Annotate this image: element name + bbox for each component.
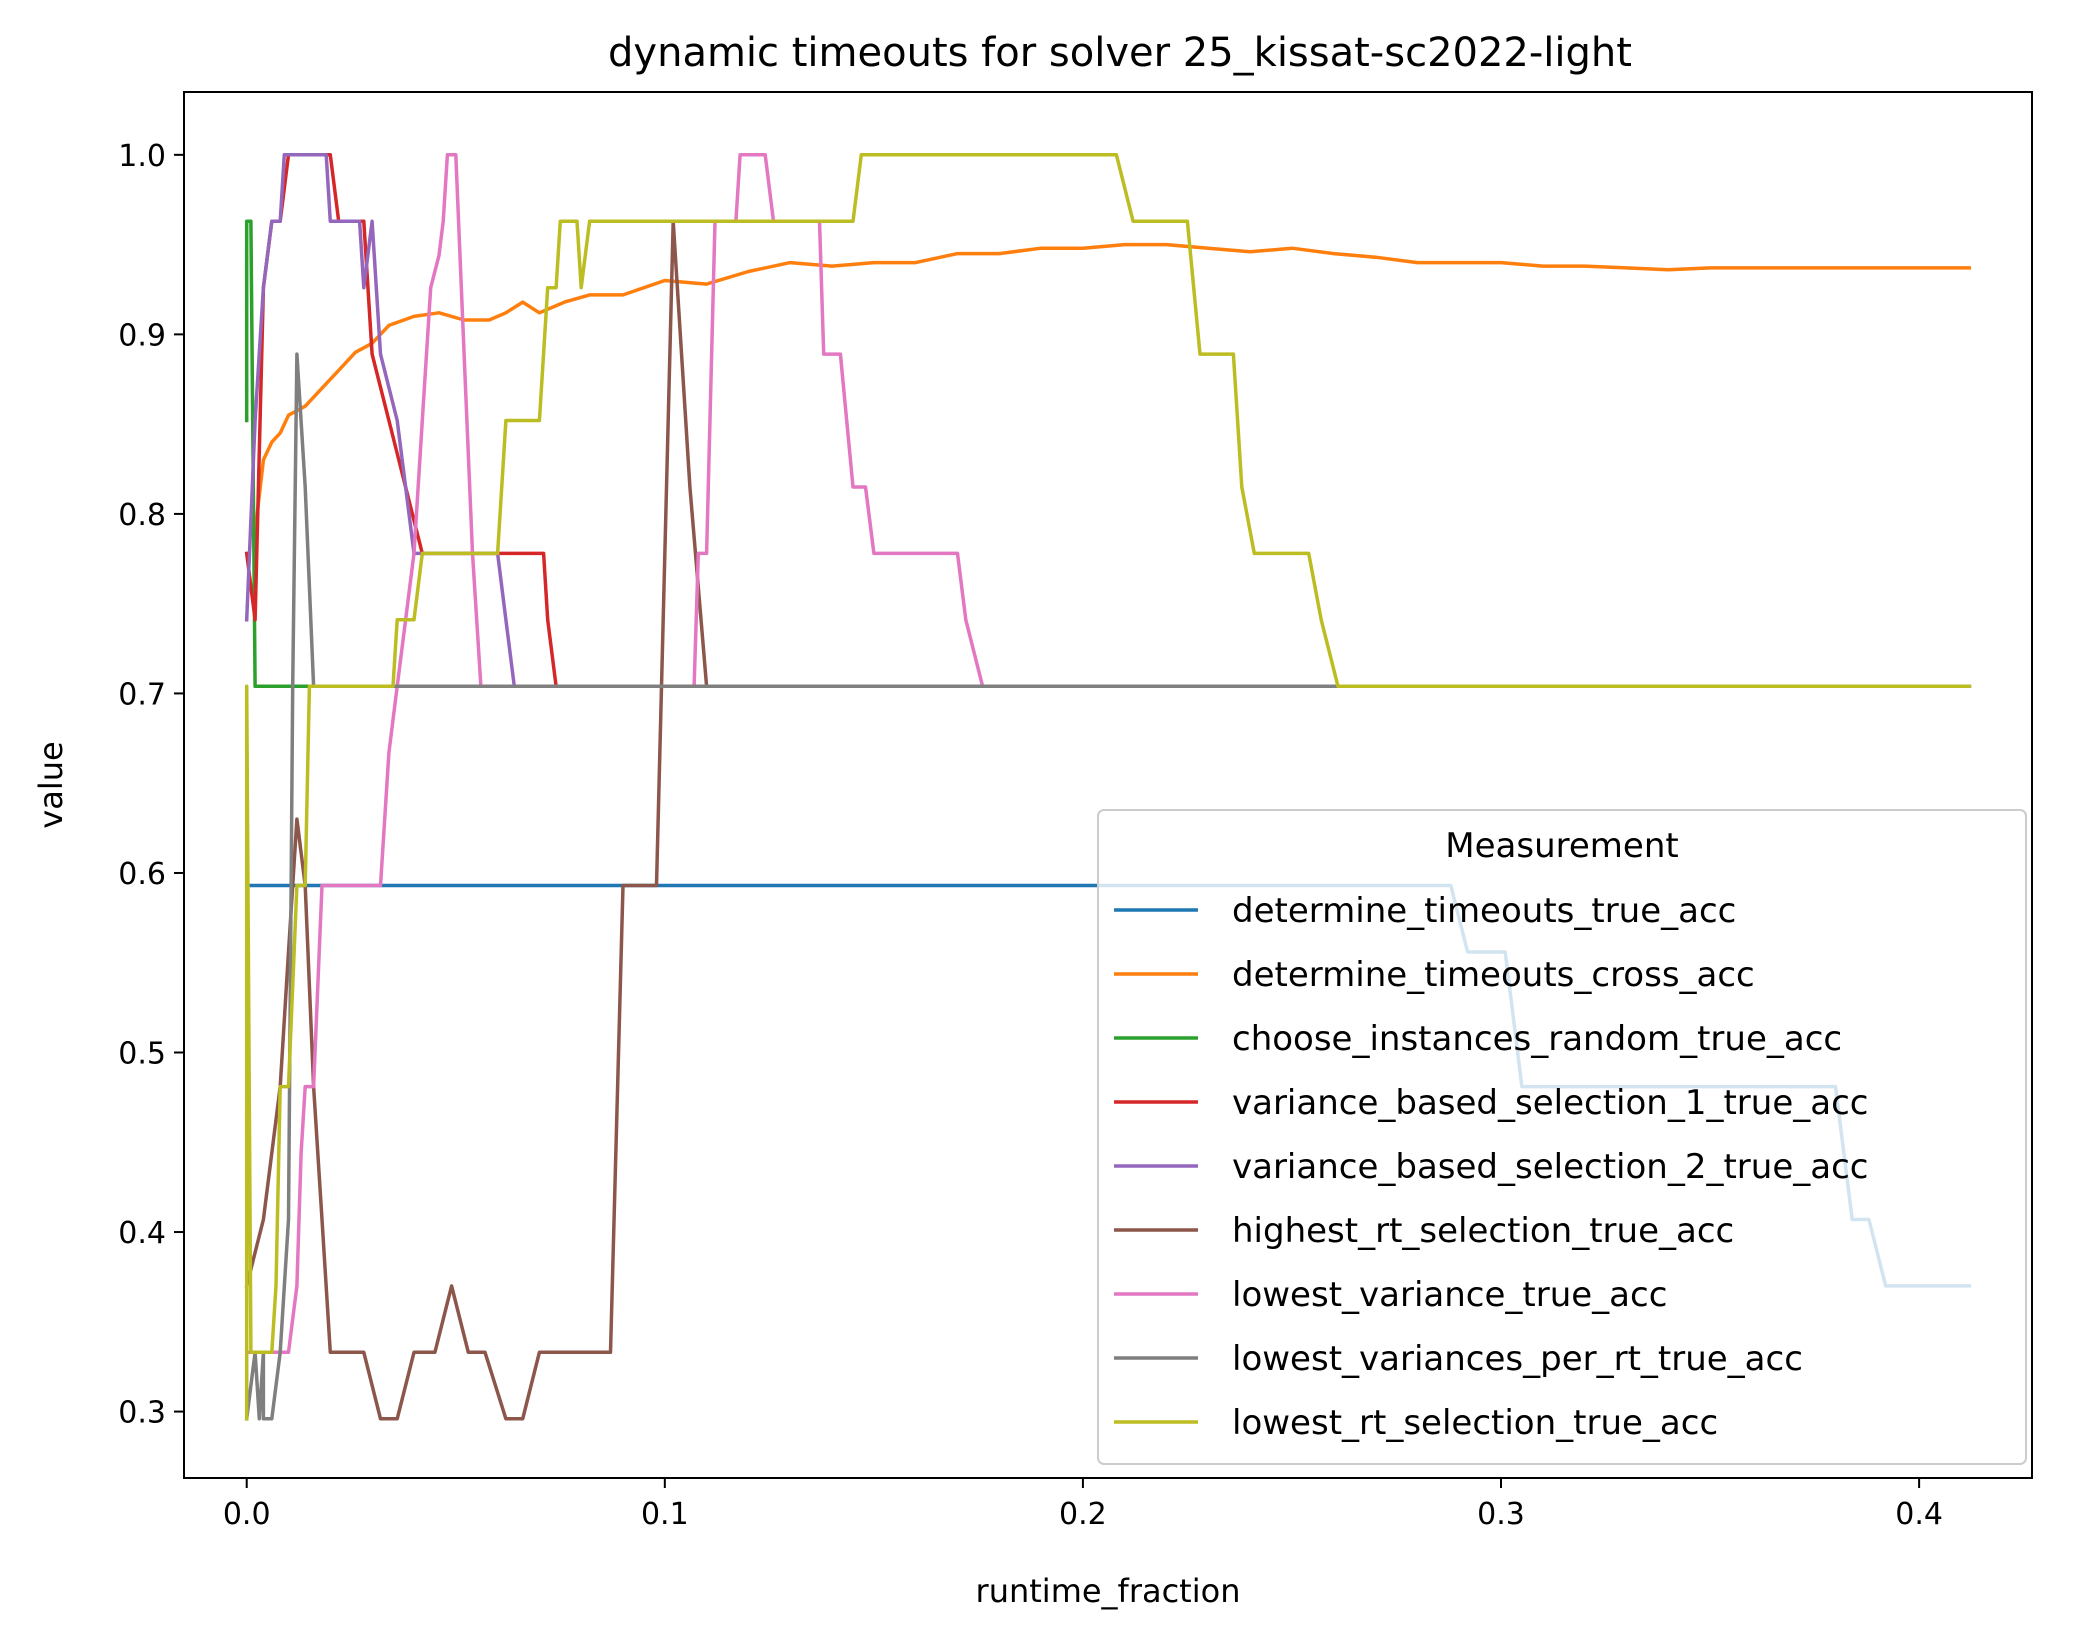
legend-label: variance_based_selection_2_true_acc	[1232, 1147, 1868, 1187]
y-axis-label: value	[32, 741, 70, 828]
legend-title: Measurement	[1445, 826, 1678, 866]
series-line-lowest_variances_per_rt_true_acc	[244, 352, 1972, 1421]
legend-label: lowest_rt_selection_true_acc	[1232, 1403, 1718, 1443]
series-lines	[244, 153, 1972, 1421]
legend-label: highest_rt_selection_true_acc	[1232, 1211, 1734, 1251]
legend: Measurement determine_timeouts_true_accd…	[1097, 809, 2027, 1465]
legend-box	[1097, 809, 2027, 1465]
x-tick-label: 0.0	[223, 1497, 271, 1532]
y-tick-label: 0.4	[118, 1216, 166, 1251]
legend-label: choose_instances_random_true_acc	[1232, 1019, 1842, 1059]
legend-label: determine_timeouts_true_acc	[1232, 891, 1736, 931]
legend-label: determine_timeouts_cross_acc	[1232, 955, 1755, 995]
legend-label: lowest_variance_true_acc	[1232, 1275, 1667, 1315]
plot-area	[183, 91, 2033, 1479]
y-tick-label: 0.5	[118, 1037, 166, 1072]
series-line-highest_rt_selection_true_acc	[244, 219, 1972, 1421]
x-tick-label: 0.4	[1895, 1497, 1943, 1532]
legend-items: determine_timeouts_true_acc determine_tim…	[1114, 891, 1868, 1443]
series-line-lowest_rt_selection_true_acc	[244, 153, 1972, 1421]
x-axis-label: runtime_fraction	[976, 1572, 1241, 1610]
x-tick-label: 0.2	[1059, 1497, 1107, 1532]
y-axis: 0.3 0.4 0.5 0.6 0.7 0.8 0.9 1.0	[118, 139, 184, 1431]
y-tick-label: 0.3	[118, 1396, 166, 1431]
y-tick-label: 0.6	[118, 857, 166, 892]
series-line-determine_timeouts_cross_acc	[253, 242, 1972, 534]
series-line-variance_based_selection_2_true_acc	[244, 153, 1972, 689]
legend-label: variance_based_selection_1_true_acc	[1232, 1083, 1868, 1123]
y-tick-label: 1.0	[118, 139, 166, 174]
chart-title: dynamic timeouts for solver 25_kissat-sc…	[608, 30, 1632, 76]
x-tick-label: 0.3	[1477, 1497, 1525, 1532]
y-tick-label: 0.9	[118, 318, 166, 353]
y-tick-label: 0.8	[118, 498, 166, 533]
x-axis: 0.0 0.1 0.2 0.3 0.4	[223, 1478, 1943, 1532]
x-tick-label: 0.1	[641, 1497, 689, 1532]
y-tick-label: 0.7	[118, 677, 166, 712]
legend-label: lowest_variances_per_rt_true_acc	[1232, 1339, 1803, 1379]
